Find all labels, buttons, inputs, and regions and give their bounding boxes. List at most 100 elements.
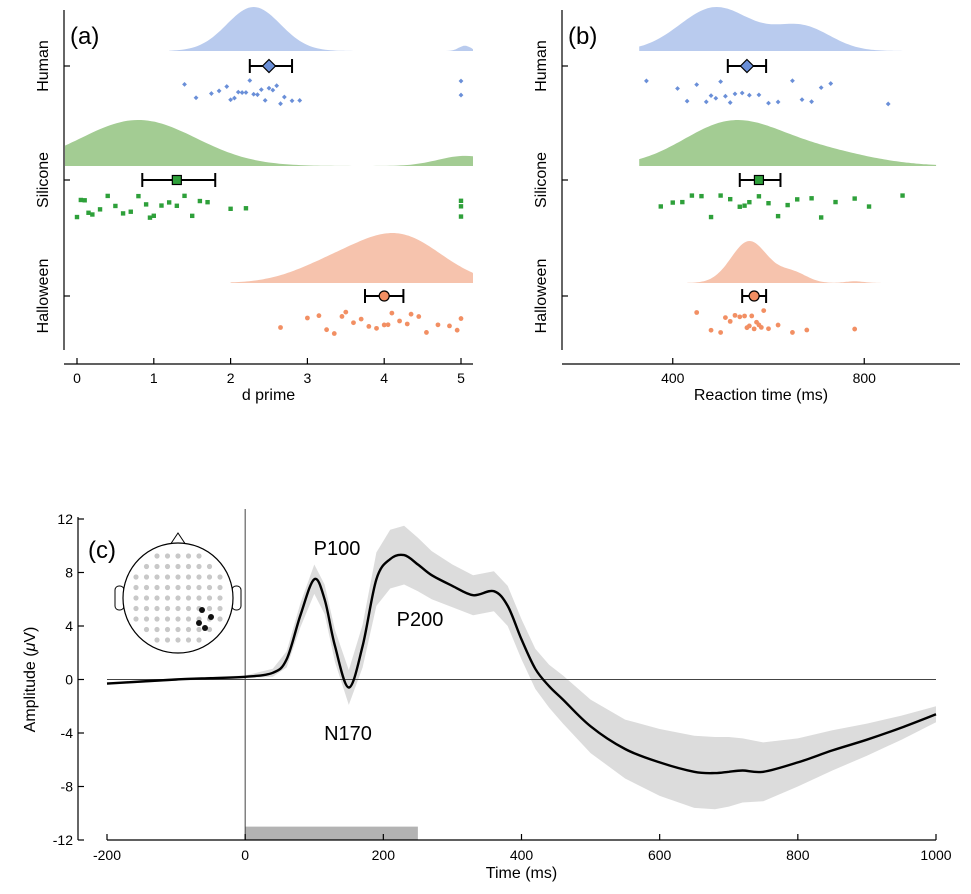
data-point	[97, 207, 103, 212]
y-tick-label: 4	[65, 618, 73, 634]
data-point	[713, 95, 719, 101]
electrode	[154, 553, 160, 559]
panel-c: -200 0 200 400 600 800 1000 -12 -8 -4 0 4 8 12 Time (m…	[22, 509, 952, 882]
density-cloud	[687, 241, 889, 283]
data-point	[458, 198, 464, 204]
mean-marker	[378, 290, 390, 302]
electrode	[154, 626, 160, 633]
data-point	[216, 88, 222, 94]
density-cloud	[169, 7, 473, 51]
panel-label: (a)	[70, 23, 99, 50]
data-point	[174, 203, 180, 208]
data-point	[193, 95, 199, 101]
data-point	[795, 197, 800, 202]
group-label-silicone: Silicone	[35, 152, 52, 208]
electrode	[143, 605, 150, 612]
x-tick-label: 800	[853, 370, 877, 386]
group-label-halloween: Halloween	[35, 259, 52, 334]
data-point	[374, 325, 379, 331]
data-point	[120, 211, 126, 216]
electrode	[164, 616, 171, 622]
electrode	[164, 553, 171, 559]
data-point	[147, 215, 153, 220]
data-point	[758, 324, 764, 330]
data-point	[749, 313, 755, 319]
electrode	[217, 574, 223, 580]
y-tick-label: -4	[61, 725, 74, 741]
data-point	[658, 204, 663, 209]
data-point	[718, 193, 723, 198]
data-point	[151, 213, 156, 218]
y-label-suffix: V)	[22, 627, 39, 643]
data-point	[680, 199, 685, 205]
group-label-halloween: Halloween	[533, 259, 550, 334]
electrode	[206, 605, 213, 612]
data-point	[708, 93, 714, 98]
electrode	[196, 574, 202, 580]
data-point	[182, 81, 187, 87]
erp-line	[106, 553, 937, 775]
data-point	[74, 214, 80, 220]
data-point	[790, 78, 795, 84]
density-cloud	[639, 120, 937, 166]
data-point	[746, 92, 752, 98]
data-point	[136, 193, 141, 199]
y-label-mu: μ	[22, 642, 39, 652]
data-point	[78, 197, 84, 203]
electrode	[154, 637, 160, 643]
data-point	[900, 193, 905, 198]
electrode	[164, 595, 171, 601]
electrode-selected	[199, 607, 205, 613]
peak-label-n170: N170	[324, 723, 372, 745]
electrode	[133, 584, 139, 591]
x-axis-label: d prime	[242, 387, 295, 404]
data-point	[751, 326, 757, 332]
electrode	[196, 563, 202, 570]
electrode	[175, 584, 181, 591]
data-point	[159, 203, 164, 208]
data-point	[278, 325, 283, 330]
data-point	[458, 204, 464, 209]
y-tick-label: -8	[61, 779, 74, 795]
x-tick-label: 0	[73, 370, 81, 386]
electrode	[185, 616, 192, 622]
panel-label: (c)	[88, 537, 116, 564]
data-point	[766, 100, 771, 106]
data-point	[727, 100, 733, 105]
data-point	[694, 310, 700, 315]
data-point	[732, 312, 738, 318]
peak-label-p100: P100	[314, 538, 361, 560]
electrode	[217, 605, 223, 612]
electrode	[185, 626, 192, 633]
electrode	[175, 616, 181, 622]
electrode	[143, 626, 150, 633]
data-point	[799, 97, 805, 103]
data-point	[742, 313, 747, 319]
electrode-selected	[202, 625, 208, 631]
data-point	[746, 323, 752, 329]
density-cloud	[639, 7, 913, 51]
electrode	[217, 584, 223, 591]
data-point	[699, 193, 704, 199]
panel-a: (a) 0 1 2 3 4 5 d prime Human Silicone Halloween	[35, 7, 473, 404]
data-point	[389, 310, 395, 316]
data-point	[766, 201, 771, 206]
electrode	[185, 595, 192, 601]
mean-marker	[261, 58, 277, 74]
data-point	[281, 94, 287, 100]
data-point	[828, 81, 834, 86]
data-point	[852, 196, 857, 201]
electrode	[206, 563, 213, 570]
data-point	[339, 314, 345, 319]
data-point	[404, 321, 410, 327]
data-point	[775, 99, 781, 105]
electrode	[196, 637, 202, 643]
electrode	[133, 595, 139, 601]
data-point	[809, 196, 814, 201]
data-point	[739, 90, 745, 96]
data-point	[447, 323, 452, 329]
electrode	[206, 584, 213, 591]
x-tick-label: 2	[227, 370, 235, 386]
data-point	[113, 203, 118, 209]
